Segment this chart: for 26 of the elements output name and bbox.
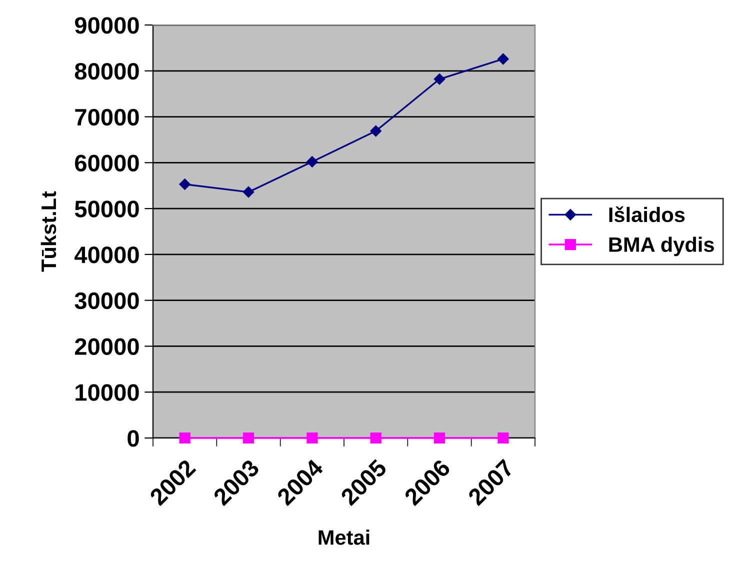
point: [306, 432, 318, 444]
y-axis-title: Tūkst.Lt: [40, 191, 56, 272]
y-tick-label: 0: [128, 430, 139, 447]
y-tick-label: 20000: [74, 338, 139, 356]
point: [370, 432, 382, 444]
point: [434, 74, 446, 85]
point: [242, 186, 254, 198]
point: [242, 432, 254, 444]
point: [306, 156, 318, 168]
x-axis-title: Metai: [318, 530, 370, 545]
y-tick-label: 70000: [75, 108, 139, 126]
legend-label: BMA dydis: [609, 236, 714, 256]
y-tick-label: 90000: [74, 17, 139, 34]
point: [498, 432, 509, 444]
point: [179, 178, 190, 190]
point: [498, 53, 509, 65]
point: [434, 432, 446, 444]
legend-label: Išlaidos: [609, 206, 685, 222]
y-tick-label: 60000: [75, 154, 139, 172]
y-tick-label: 30000: [74, 292, 139, 310]
y-tick-label: 10000: [76, 384, 139, 401]
y-tick-label: 40000: [74, 246, 139, 264]
point: [179, 432, 190, 444]
point: [370, 125, 382, 137]
y-tick-label: 80000: [74, 62, 139, 80]
y-tick-label: 50000: [74, 200, 139, 218]
